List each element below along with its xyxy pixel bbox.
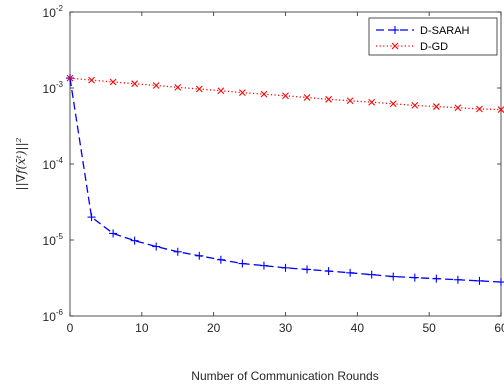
- series-d-gd: [66, 74, 504, 113]
- axis-ticks: [69, 11, 502, 317]
- series-layer: [66, 74, 504, 287]
- x-axis-label: Number of Communication Rounds: [191, 369, 378, 383]
- data-point: [260, 90, 268, 98]
- y-axis-label: ||∇f(x̄ᵗ)||²: [14, 137, 28, 190]
- x-tick-label: 0: [67, 321, 74, 335]
- x-tick-label: 40: [351, 321, 365, 335]
- data-point: [497, 106, 504, 113]
- x-tick-label: 20: [207, 321, 221, 335]
- x-tick-label: 30: [279, 321, 293, 335]
- data-point: [389, 100, 397, 108]
- data-point: [195, 85, 203, 93]
- data-point: [217, 87, 225, 95]
- legend-label: D-GD: [420, 41, 448, 53]
- data-point: [432, 103, 440, 110]
- data-point: [238, 259, 247, 268]
- data-point: [173, 247, 182, 256]
- x-tick-label: 10: [135, 321, 149, 335]
- data-point: [346, 97, 354, 105]
- data-point: [109, 78, 117, 86]
- data-point: [174, 83, 182, 91]
- data-point: [453, 275, 462, 284]
- y-tick-label: 10-5: [43, 232, 64, 248]
- data-point: [410, 273, 419, 282]
- data-point: [476, 105, 483, 113]
- legend-label: D-SARAH: [420, 25, 470, 37]
- legend-marker: [391, 42, 399, 50]
- data-point: [195, 251, 204, 260]
- data-point: [216, 255, 225, 264]
- series-d-sarah: [66, 74, 504, 287]
- legend-item-d-sarah: D-SARAH: [376, 25, 470, 37]
- data-point: [259, 261, 268, 270]
- data-point: [239, 89, 246, 96]
- data-point: [282, 92, 289, 100]
- data-point: [130, 236, 139, 245]
- data-point: [454, 104, 462, 112]
- data-point: [131, 80, 139, 88]
- data-point: [66, 74, 74, 82]
- data-point: [432, 274, 441, 283]
- legend-item-d-gd: D-GD: [376, 41, 448, 53]
- data-point: [475, 276, 484, 285]
- data-point: [389, 272, 398, 281]
- data-point: [87, 213, 96, 222]
- data-point: [88, 76, 95, 84]
- data-point: [346, 268, 355, 277]
- data-point: [152, 82, 160, 89]
- x-tick-label: 50: [422, 321, 436, 335]
- data-point: [109, 229, 118, 238]
- y-tick-label: 10-3: [43, 80, 64, 96]
- data-point: [303, 265, 312, 274]
- data-point: [367, 270, 376, 279]
- x-tick-label: 60: [494, 321, 504, 335]
- x-tick-labels: 0 10 20 30 40 50 60: [67, 321, 504, 335]
- y-tick-label: 10-4: [43, 156, 64, 172]
- data-point: [325, 95, 332, 103]
- data-point: [152, 242, 161, 251]
- data-point: [324, 267, 333, 276]
- data-point: [281, 263, 290, 272]
- y-tick-label: 10-2: [43, 4, 64, 20]
- legend-items: D-SARAH D-GD: [376, 25, 470, 53]
- legend-marker: [391, 26, 399, 34]
- data-point: [303, 94, 311, 101]
- data-point: [368, 98, 376, 106]
- data-point: [411, 102, 419, 109]
- y-tick-label: 10-6: [43, 308, 64, 324]
- legend: D-SARAH D-GD: [368, 17, 498, 56]
- legend-box: [368, 17, 498, 56]
- y-tick-labels: 10-6 10-5 10-4 10-3 10-2: [43, 4, 64, 324]
